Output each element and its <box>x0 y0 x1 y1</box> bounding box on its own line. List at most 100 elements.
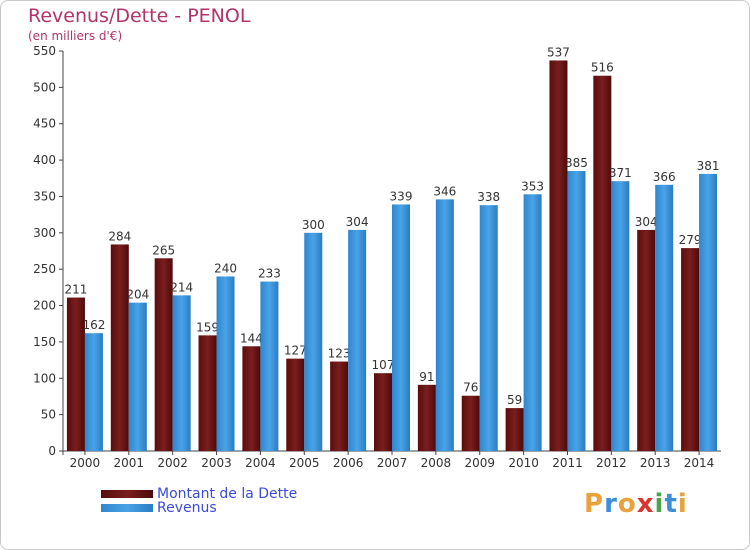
revenue-bar <box>348 229 367 451</box>
x-tick-label: 2000 <box>70 456 101 470</box>
legend-label-debt: Montant de la Dette <box>157 486 298 502</box>
revenue-bar <box>128 302 147 451</box>
debt-value-label: 265 <box>152 243 175 257</box>
debt-value-label: 211 <box>64 283 87 297</box>
y-tick-label: 0 <box>48 444 56 458</box>
revenue-bar <box>392 204 410 451</box>
logo-letter: i <box>677 489 688 519</box>
proxiti-logo: Proxiti <box>584 489 688 519</box>
debt-bar <box>286 358 305 451</box>
revenue-value-label: 353 <box>521 179 544 193</box>
x-tick-label: 2014 <box>684 456 715 470</box>
revenue-bar <box>260 281 279 451</box>
x-tick-label: 2004 <box>245 456 276 470</box>
x-tick-label: 2003 <box>201 456 232 470</box>
revenue-bar <box>435 199 454 451</box>
debt-bar <box>110 244 129 451</box>
chart-subtitle: (en milliers d'€) <box>28 29 123 43</box>
revenue-value-label: 346 <box>433 184 456 198</box>
revenue-bar <box>479 205 498 451</box>
revenue-value-label: 338 <box>477 190 500 204</box>
debt-value-label: 304 <box>635 215 658 229</box>
x-tick-label: 2009 <box>464 456 495 470</box>
legend-swatch-debt <box>101 490 153 498</box>
revenue-value-label: 233 <box>258 267 281 281</box>
logo-letter: i <box>654 489 665 519</box>
x-tick-label: 2002 <box>157 456 188 470</box>
logo-letter: r <box>604 489 618 519</box>
debt-value-label: 91 <box>419 370 434 384</box>
debt-value-label: 107 <box>372 358 395 372</box>
debt-bar <box>505 408 524 451</box>
logo-letter: t <box>664 489 678 519</box>
legend-swatch-revenue <box>101 504 153 512</box>
debt-bar <box>66 297 85 451</box>
debt-value-label: 76 <box>463 381 478 395</box>
logo-letter: o <box>617 489 637 519</box>
y-tick-label: 500 <box>33 80 56 94</box>
debt-value-label: 284 <box>108 229 131 243</box>
x-tick-label: 2007 <box>377 456 408 470</box>
revenue-bar <box>523 194 542 452</box>
logo-letter: P <box>584 489 605 519</box>
debt-bar <box>637 229 656 451</box>
revenue-value-label: 381 <box>697 159 720 173</box>
revenue-value-label: 366 <box>653 170 676 184</box>
legend-label-revenue: Revenus <box>157 500 217 516</box>
revenue-bar <box>84 333 103 451</box>
debt-bar <box>242 346 261 451</box>
revenue-bar <box>655 184 674 451</box>
revenue-value-label: 385 <box>565 156 588 170</box>
y-tick-label: 100 <box>33 371 56 385</box>
y-tick-label: 550 <box>33 44 56 58</box>
debt-bar <box>681 248 700 451</box>
debt-value-label: 159 <box>196 320 219 334</box>
y-tick-label: 300 <box>33 226 56 240</box>
debt-value-label: 127 <box>284 344 307 358</box>
y-tick-label: 50 <box>41 408 56 422</box>
revenue-value-label: 204 <box>126 288 149 302</box>
chart-title: Revenus/Dette - PENOL <box>28 5 251 27</box>
y-tick-label: 150 <box>33 335 56 349</box>
debt-value-label: 144 <box>240 331 263 345</box>
x-tick-label: 2001 <box>114 456 145 470</box>
debt-value-label: 516 <box>591 61 614 75</box>
revenue-value-label: 214 <box>170 280 193 294</box>
debt-bar <box>374 373 392 451</box>
x-tick-label: 2005 <box>289 456 320 470</box>
debt-value-label: 279 <box>679 233 702 247</box>
x-tick-label: 2013 <box>640 456 671 470</box>
y-tick-label: 350 <box>33 189 56 203</box>
debt-value-label: 59 <box>507 393 522 407</box>
debt-bar <box>330 361 349 451</box>
y-tick-label: 400 <box>33 153 56 167</box>
x-tick-label: 2011 <box>552 456 583 470</box>
debt-bar <box>198 335 217 451</box>
debt-bar <box>549 60 568 452</box>
y-tick-label: 200 <box>33 299 56 313</box>
revenue-value-label: 300 <box>302 218 325 232</box>
x-tick-label: 2012 <box>596 456 627 470</box>
revenue-value-label: 304 <box>346 215 369 229</box>
x-tick-label: 2008 <box>421 456 452 470</box>
revenue-value-label: 240 <box>214 261 237 275</box>
debt-value-label: 123 <box>328 347 351 361</box>
revenue-bar <box>611 181 630 451</box>
revenue-bar <box>304 232 323 451</box>
revenue-bar <box>172 295 191 451</box>
debt-bar <box>154 258 173 451</box>
revenue-value-label: 162 <box>82 318 105 332</box>
revenue-bar <box>567 171 586 451</box>
y-tick-label: 250 <box>33 262 56 276</box>
revenue-value-label: 339 <box>390 189 413 203</box>
y-tick-label: 450 <box>33 117 56 131</box>
debt-bar <box>417 384 436 451</box>
logo-letter: x <box>636 489 655 519</box>
x-tick-label: 2006 <box>333 456 364 470</box>
revenue-bar <box>216 276 235 451</box>
revenue-bar <box>699 173 718 451</box>
revenue-value-label: 371 <box>609 166 632 180</box>
debt-bar <box>461 395 480 451</box>
